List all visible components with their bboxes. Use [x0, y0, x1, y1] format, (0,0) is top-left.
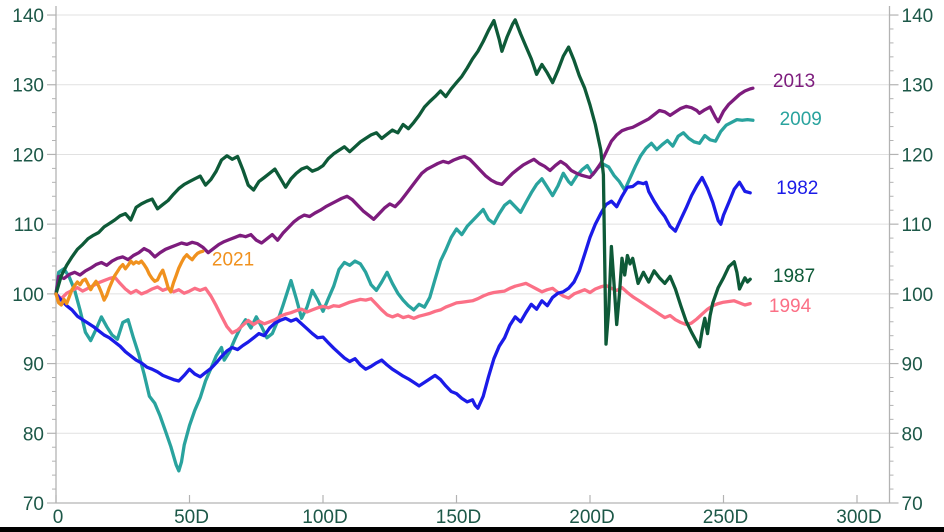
x-axis-label-50D: 50D [174, 507, 209, 528]
series-line-2021 [54, 249, 205, 307]
y-axis-label-right-120: 120 [902, 145, 934, 166]
x-axis-label-200D: 200D [569, 507, 614, 528]
y-axis-label-left-130: 130 [12, 76, 44, 97]
x-axis-label-100D: 100D [302, 507, 347, 528]
series-label-2009: 2009 [780, 109, 822, 130]
y-axis-label-right-130: 130 [902, 76, 934, 97]
y-axis-label-left-80: 80 [23, 424, 44, 445]
y-axis-label-left-120: 120 [12, 145, 44, 166]
y-axis-label-right-70: 70 [902, 494, 923, 515]
series-line-1987 [54, 18, 752, 349]
bottom-divider-bar [0, 527, 944, 532]
y-axis-label-left-90: 90 [23, 355, 44, 376]
series-label-1982: 1982 [776, 178, 818, 199]
y-axis-label-right-90: 90 [902, 355, 923, 376]
x-axis-label-250D: 250D [703, 507, 748, 528]
y-axis-label-left-110: 110 [14, 215, 44, 236]
series-line-1982 [54, 175, 752, 410]
x-axis-label-300D: 300D [836, 507, 881, 528]
y-axis-label-right-80: 80 [902, 424, 923, 445]
series-label-2013: 2013 [773, 71, 815, 92]
y-axis-label-left-70: 70 [23, 494, 44, 515]
x-axis-label-0: 0 [53, 507, 64, 528]
y-axis-label-left-140: 140 [12, 6, 44, 27]
series-line-2009 [54, 117, 755, 473]
series-label-1994: 1994 [769, 296, 812, 317]
y-axis-label-left-100: 100 [12, 285, 44, 306]
series-line-2013 [54, 86, 755, 296]
y-axis-label-right-110: 110 [902, 215, 932, 236]
y-axis-label-right-100: 100 [902, 285, 934, 306]
series-label-2021: 2021 [212, 249, 254, 270]
series-line-1994 [54, 275, 752, 335]
y-axis-label-right-140: 140 [902, 6, 934, 27]
x-axis-label-150D: 150D [436, 507, 481, 528]
series-label-1987: 1987 [773, 266, 815, 287]
